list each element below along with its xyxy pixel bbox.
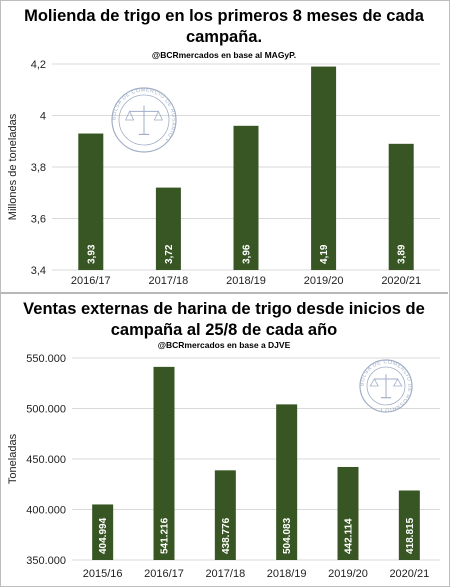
bar-2020-21 — [398, 490, 420, 560]
y-tick-label: 400.000 — [26, 505, 66, 517]
chart-subtitle: @BCRmercados en base al MAGyP. — [151, 50, 297, 60]
data-label: 438.776 — [221, 517, 232, 554]
data-label: 504.083 — [282, 517, 293, 554]
data-label: 3,72 — [164, 244, 175, 264]
bar-2017-18 — [155, 187, 181, 270]
data-label: 3,89 — [397, 244, 408, 264]
chart-ventas-harina: Ventas externas de harina de trigo desde… — [0, 294, 448, 585]
bar-2020-21 — [388, 143, 414, 270]
bar-2016-17 — [78, 133, 104, 270]
x-tick-label: 2019/20 — [328, 568, 368, 580]
chart-plot: 350.000 400.000 450.000 500.000 550.000 Tonel… — [7, 353, 440, 580]
data-label: 418.815 — [405, 517, 416, 554]
x-tick-label: 2019/20 — [304, 275, 344, 287]
x-tick-label: 2020/21 — [389, 568, 429, 580]
y-tick-label: 500.000 — [26, 404, 66, 416]
data-label: 3,93 — [86, 244, 97, 264]
chart-title: Ventas externas de harina de trigo desde… — [23, 300, 425, 339]
watermark-seal: BOLSA DE COMERCIO DE ROSARIO • — [111, 87, 177, 153]
y-tick-label: 550.000 — [26, 353, 66, 365]
x-tick-label: 2016/17 — [144, 568, 184, 580]
y-tick-label: 4,2 — [31, 59, 46, 71]
chart-molienda: Molienda de trigo en los primeros 8 mese… — [0, 0, 448, 292]
bar-2017-18 — [214, 470, 236, 560]
x-tick-label: 2015/16 — [83, 568, 123, 580]
y-tick-label: 4 — [40, 111, 46, 123]
y-axis-label: Toneladas — [7, 433, 19, 484]
bar-2015-16 — [92, 504, 114, 560]
chart-title: Molienda de trigo en los primeros 8 mese… — [24, 7, 424, 46]
x-tick-label: 2018/19 — [267, 568, 307, 580]
data-label: 541.216 — [160, 517, 171, 554]
data-label: 404.994 — [98, 517, 109, 554]
data-label: 4,19 — [319, 244, 330, 264]
x-tick-label: 2018/19 — [226, 275, 266, 287]
y-tick-label: 3,6 — [31, 214, 46, 226]
chart-subtitle: @BCRmercados en base a DJVE — [157, 340, 291, 350]
panel-divider — [0, 292, 448, 294]
y-axis-label: Millones de toneladas — [7, 113, 19, 220]
x-tick-label: 2020/21 — [381, 275, 421, 287]
bar-2018-19 — [276, 404, 298, 560]
watermark-seal: BOLSA DE COMERCIO DE ROSARIO • — [359, 359, 413, 413]
y-tick-label: 3,4 — [31, 265, 46, 277]
chart-plot: 3,4 3,6 3,8 4 4,2 Millones de toneladas BOLSA … — [7, 59, 440, 287]
x-tick-label: 2017/18 — [205, 568, 245, 580]
data-label: 442.114 — [344, 518, 355, 554]
bar-2019-20 — [337, 466, 359, 560]
y-tick-label: 3,8 — [31, 162, 46, 174]
data-label: 3,96 — [242, 244, 253, 264]
x-tick-label: 2017/18 — [149, 275, 189, 287]
bar-2016-17 — [153, 366, 175, 560]
y-tick-label: 450.000 — [26, 454, 66, 466]
y-tick-label: 350.000 — [26, 555, 66, 567]
bar-2018-19 — [233, 125, 259, 270]
bar-2019-20 — [311, 66, 337, 270]
x-tick-label: 2016/17 — [71, 275, 111, 287]
